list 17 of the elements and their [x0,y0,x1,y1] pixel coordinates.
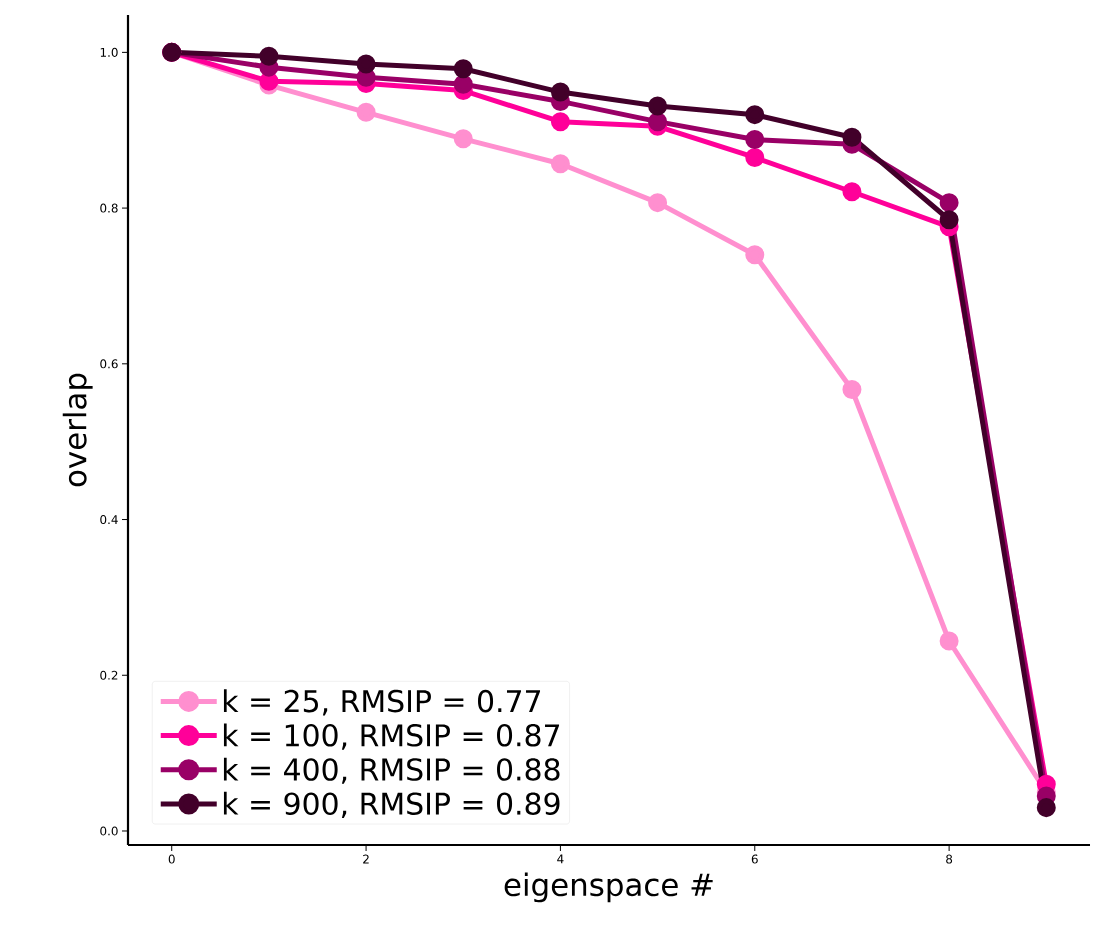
y-axis-title: overlap [62,373,93,487]
legend-label: k = 25, RMSIP = 0.77 [223,689,541,716]
y-tick-label: 0.8 [100,203,118,213]
x-tick-label: 2 [363,854,369,864]
legend-label: k = 100, RMSIP = 0.87 [223,723,560,750]
x-axis-title: eigenspace # [504,872,713,903]
y-tick-label: 0.6 [100,359,118,369]
x-tick-label: 4 [557,854,564,864]
y-tick-label: 0.0 [100,826,118,836]
y-tick-label: 0.4 [100,515,118,525]
legend-label: k = 400, RMSIP = 0.88 [223,757,560,784]
x-tick-label: 8 [946,854,953,864]
y-tick-label: 1.0 [100,47,118,57]
legend-label: k = 900, RMSIP = 0.89 [223,791,560,819]
x-tick-label: 6 [751,854,758,864]
y-tick-label: 0.2 [100,670,118,680]
x-tick-label: 0 [168,854,175,864]
